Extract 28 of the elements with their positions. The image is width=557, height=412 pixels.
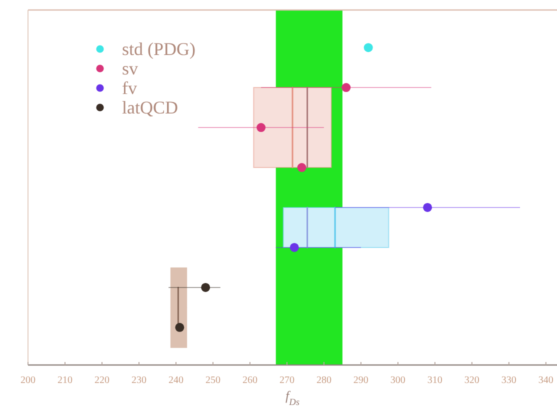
x-tick-label: 210 xyxy=(57,375,72,386)
x-tick-label: 310 xyxy=(427,375,442,386)
legend-label: fv xyxy=(122,78,137,98)
x-tick-label: 260 xyxy=(242,375,258,386)
point xyxy=(364,43,373,52)
point xyxy=(175,322,184,332)
point xyxy=(297,163,306,172)
x-tick-label: 220 xyxy=(94,375,110,386)
x-tick-label: 330 xyxy=(501,375,516,386)
point xyxy=(342,83,351,92)
x-tick-label: 200 xyxy=(20,375,36,386)
x-tick-label: 300 xyxy=(390,375,406,386)
point xyxy=(423,202,432,212)
x-tick-label: 290 xyxy=(353,375,368,386)
point xyxy=(256,123,266,132)
legend-label: latQCD xyxy=(122,98,178,118)
x-axis-title: f$_{Ds}$ xyxy=(285,388,300,408)
point xyxy=(201,282,210,292)
x-tick-label: 270 xyxy=(279,375,294,386)
x-tick-label: 240 xyxy=(168,375,184,386)
legend-label: std (PDG) xyxy=(122,39,196,59)
point xyxy=(290,242,299,252)
legend-label: sv xyxy=(122,58,138,78)
x-tick-label: 340 xyxy=(538,375,554,386)
x-tick-label: 320 xyxy=(464,375,480,386)
x-tick-label: 280 xyxy=(316,375,332,386)
x-tick-label: 250 xyxy=(205,375,220,386)
x-tick-label: 230 xyxy=(131,375,146,386)
